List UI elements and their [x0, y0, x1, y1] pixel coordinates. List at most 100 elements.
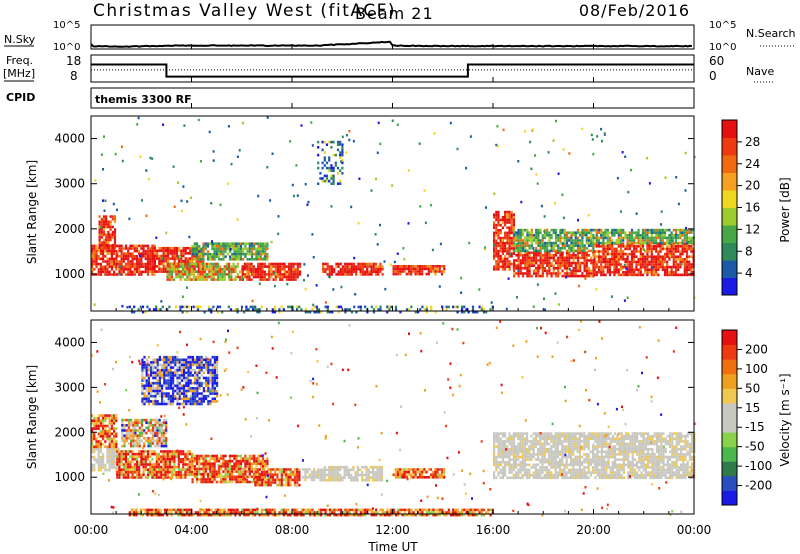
range-gate-cell	[543, 215, 546, 218]
range-gate-cell	[666, 241, 669, 245]
range-gate-cell	[263, 483, 266, 487]
range-gate-cell	[176, 392, 179, 395]
range-gate-cell	[131, 468, 134, 471]
range-gate-cell	[124, 273, 128, 276]
range-gate-cell	[189, 371, 192, 375]
range-gate-cell	[135, 260, 139, 263]
range-gate-cell	[189, 355, 192, 359]
range-gate-cell	[228, 465, 232, 468]
range-gate-cell	[323, 159, 326, 162]
range-gate-cell	[579, 269, 582, 273]
range-gate-cell	[151, 471, 154, 474]
range-gate-cell	[160, 476, 163, 479]
range-gate-cell	[151, 265, 154, 268]
range-gate-cell	[624, 236, 627, 240]
range-gate-cell	[626, 258, 629, 261]
range-gate-cell	[621, 151, 624, 154]
range-gate-cell	[140, 463, 143, 466]
range-gate-cell	[180, 389, 183, 393]
range-gate-cell	[93, 255, 96, 258]
range-gate-cell	[434, 310, 437, 314]
range-gate-cell	[683, 273, 686, 277]
range-gate-cell	[182, 463, 185, 466]
range-gate-cell	[519, 269, 522, 273]
range-gate-cell	[104, 419, 107, 423]
range-gate-cell	[506, 213, 509, 216]
range-gate-cell	[147, 392, 150, 395]
range-gate-cell	[508, 249, 511, 253]
range-gate-cell	[606, 236, 609, 240]
range-gate-cell	[164, 463, 167, 466]
range-gate-cell	[375, 177, 377, 181]
range-gate-cell	[217, 242, 221, 245]
range-gate-cell	[561, 259, 564, 262]
range-gate-cell	[254, 483, 257, 487]
range-gate-cell	[146, 455, 150, 458]
range-gate-cell	[175, 252, 178, 255]
range-gate-cell	[321, 140, 324, 144]
range-gate-cell	[190, 278, 193, 281]
range-gate-cell	[666, 271, 669, 274]
range-gate-cell	[188, 270, 191, 274]
range-gate-cell	[129, 471, 132, 474]
range-gate-cell	[167, 371, 170, 375]
range-gate-cell	[154, 366, 157, 369]
range-gate-cell	[512, 226, 515, 229]
range-gate-cell	[235, 470, 238, 473]
range-gate-cell	[346, 273, 349, 276]
range-gate-cell	[150, 374, 153, 377]
range-gate-cell	[517, 254, 520, 257]
range-gate-cell	[164, 265, 167, 268]
range-gate-cell	[155, 468, 158, 471]
range-gate-cell	[166, 308, 169, 311]
range-gate-cell	[97, 427, 100, 430]
range-gate-cell	[619, 265, 623, 269]
range-gate-cell	[332, 174, 335, 178]
range-gate-cell	[278, 481, 281, 484]
range-gate-cell	[107, 225, 110, 229]
range-gate-cell	[169, 379, 172, 382]
range-gate-cell	[559, 228, 562, 232]
range-gate-cell	[239, 478, 243, 481]
range-gate-cell	[163, 374, 166, 377]
range-gate-cell	[280, 483, 283, 487]
range-gate-cell	[193, 459, 196, 463]
range-gate-cell	[272, 262, 275, 266]
range-gate-cell	[108, 458, 111, 461]
range-gate-cell	[209, 400, 212, 403]
range-gate-cell	[176, 368, 179, 372]
range-gate-cell	[394, 270, 397, 273]
range-gate-cell	[191, 397, 194, 401]
range-gate-cell	[648, 268, 651, 271]
range-gate-cell	[198, 384, 201, 388]
range-gate-cell	[183, 379, 186, 382]
range-gate-cell	[202, 397, 205, 401]
range-gate-cell	[258, 282, 261, 285]
range-gate-cell	[537, 259, 540, 262]
range-gate-cell	[257, 194, 260, 198]
range-gate-cell	[145, 371, 148, 375]
range-gate-cell	[147, 394, 150, 398]
range-gate-cell	[306, 310, 310, 314]
range-gate-cell	[118, 255, 121, 258]
range-gate-cell	[339, 182, 342, 185]
range-gate-cell	[95, 257, 98, 261]
range-gate-cell	[165, 387, 168, 390]
range-gate-cell	[145, 400, 148, 403]
range-gate-cell	[244, 470, 247, 473]
range-gate-cell	[579, 244, 582, 247]
range-gate-cell	[641, 263, 645, 266]
range-gate-cell	[191, 252, 194, 256]
range-gate-cell	[202, 245, 205, 248]
range-gate-cell	[565, 276, 568, 279]
range-gate-cell	[145, 214, 148, 217]
range-gate-cell	[149, 431, 152, 435]
range-gate-cell	[153, 476, 156, 479]
range-gate-cell	[328, 265, 331, 268]
range-gate-cell	[106, 458, 109, 461]
range-gate-cell	[127, 268, 130, 271]
range-gate-cell	[111, 243, 114, 247]
range-gate-cell	[610, 295, 613, 298]
range-gate-cell	[546, 272, 549, 275]
range-gate-cell	[113, 246, 117, 250]
